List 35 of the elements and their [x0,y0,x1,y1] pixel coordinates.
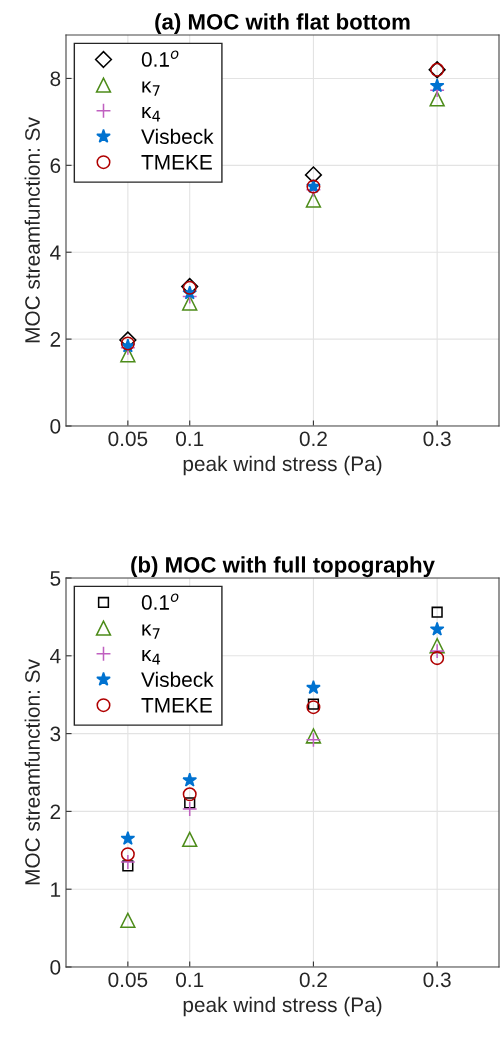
y-tick-label: 5 [50,571,61,586]
x-tick-label: 0.3 [423,972,451,988]
y-tick-label: 2 [50,804,61,819]
y-tick-label: 4 [50,649,61,664]
legend-label: κ$_{7}$ [142,624,160,639]
y-tick-label: 0 [50,419,61,434]
legend-label: TMEKE [141,155,212,170]
y-tick-label: 6 [50,158,61,174]
x-tick-label: 0.05 [108,972,148,988]
legend-label: κ$_{7}$ [142,81,160,96]
y-axis-title: MOC streamfunction: Sv [24,659,40,885]
chart-title: (a) MOC with flat bottom [155,13,410,35]
x-tick-label: 0.2 [299,972,327,988]
y-tick-label: 3 [50,726,61,742]
y-tick-label: 1 [51,882,61,897]
x-tick-label: 0.3 [423,431,451,447]
y-tick-label: 2 [50,332,61,347]
x-tick-label: 0.2 [299,431,327,447]
x-axis-title: peak wind stress (Pa) [183,455,382,476]
x-axis-title: peak wind stress (Pa) [183,996,382,1017]
legend-label: Visbeck [141,128,214,144]
x-tick-label: 0.1 [176,431,204,447]
x-tick-label: 0.05 [108,431,148,447]
chart-title: (b) MOC with full topography [131,556,435,578]
x-tick-label: 0.1 [176,972,204,988]
y-axis-title: MOC streamfunction: Sv [24,117,40,343]
legend-label: κ$_{4}$ [142,650,161,665]
legend-label: Visbeck [141,671,214,687]
legend-label: TMEKE [141,698,212,713]
legend-label: 0.1$^{o}$ [141,593,179,610]
legend-label: 0.1$^{o}$ [141,50,179,67]
y-tick-label: 8 [50,71,61,87]
y-tick-label: 0 [50,960,61,975]
legend-label: κ$_{4}$ [142,107,161,122]
y-tick-label: 4 [50,245,61,260]
